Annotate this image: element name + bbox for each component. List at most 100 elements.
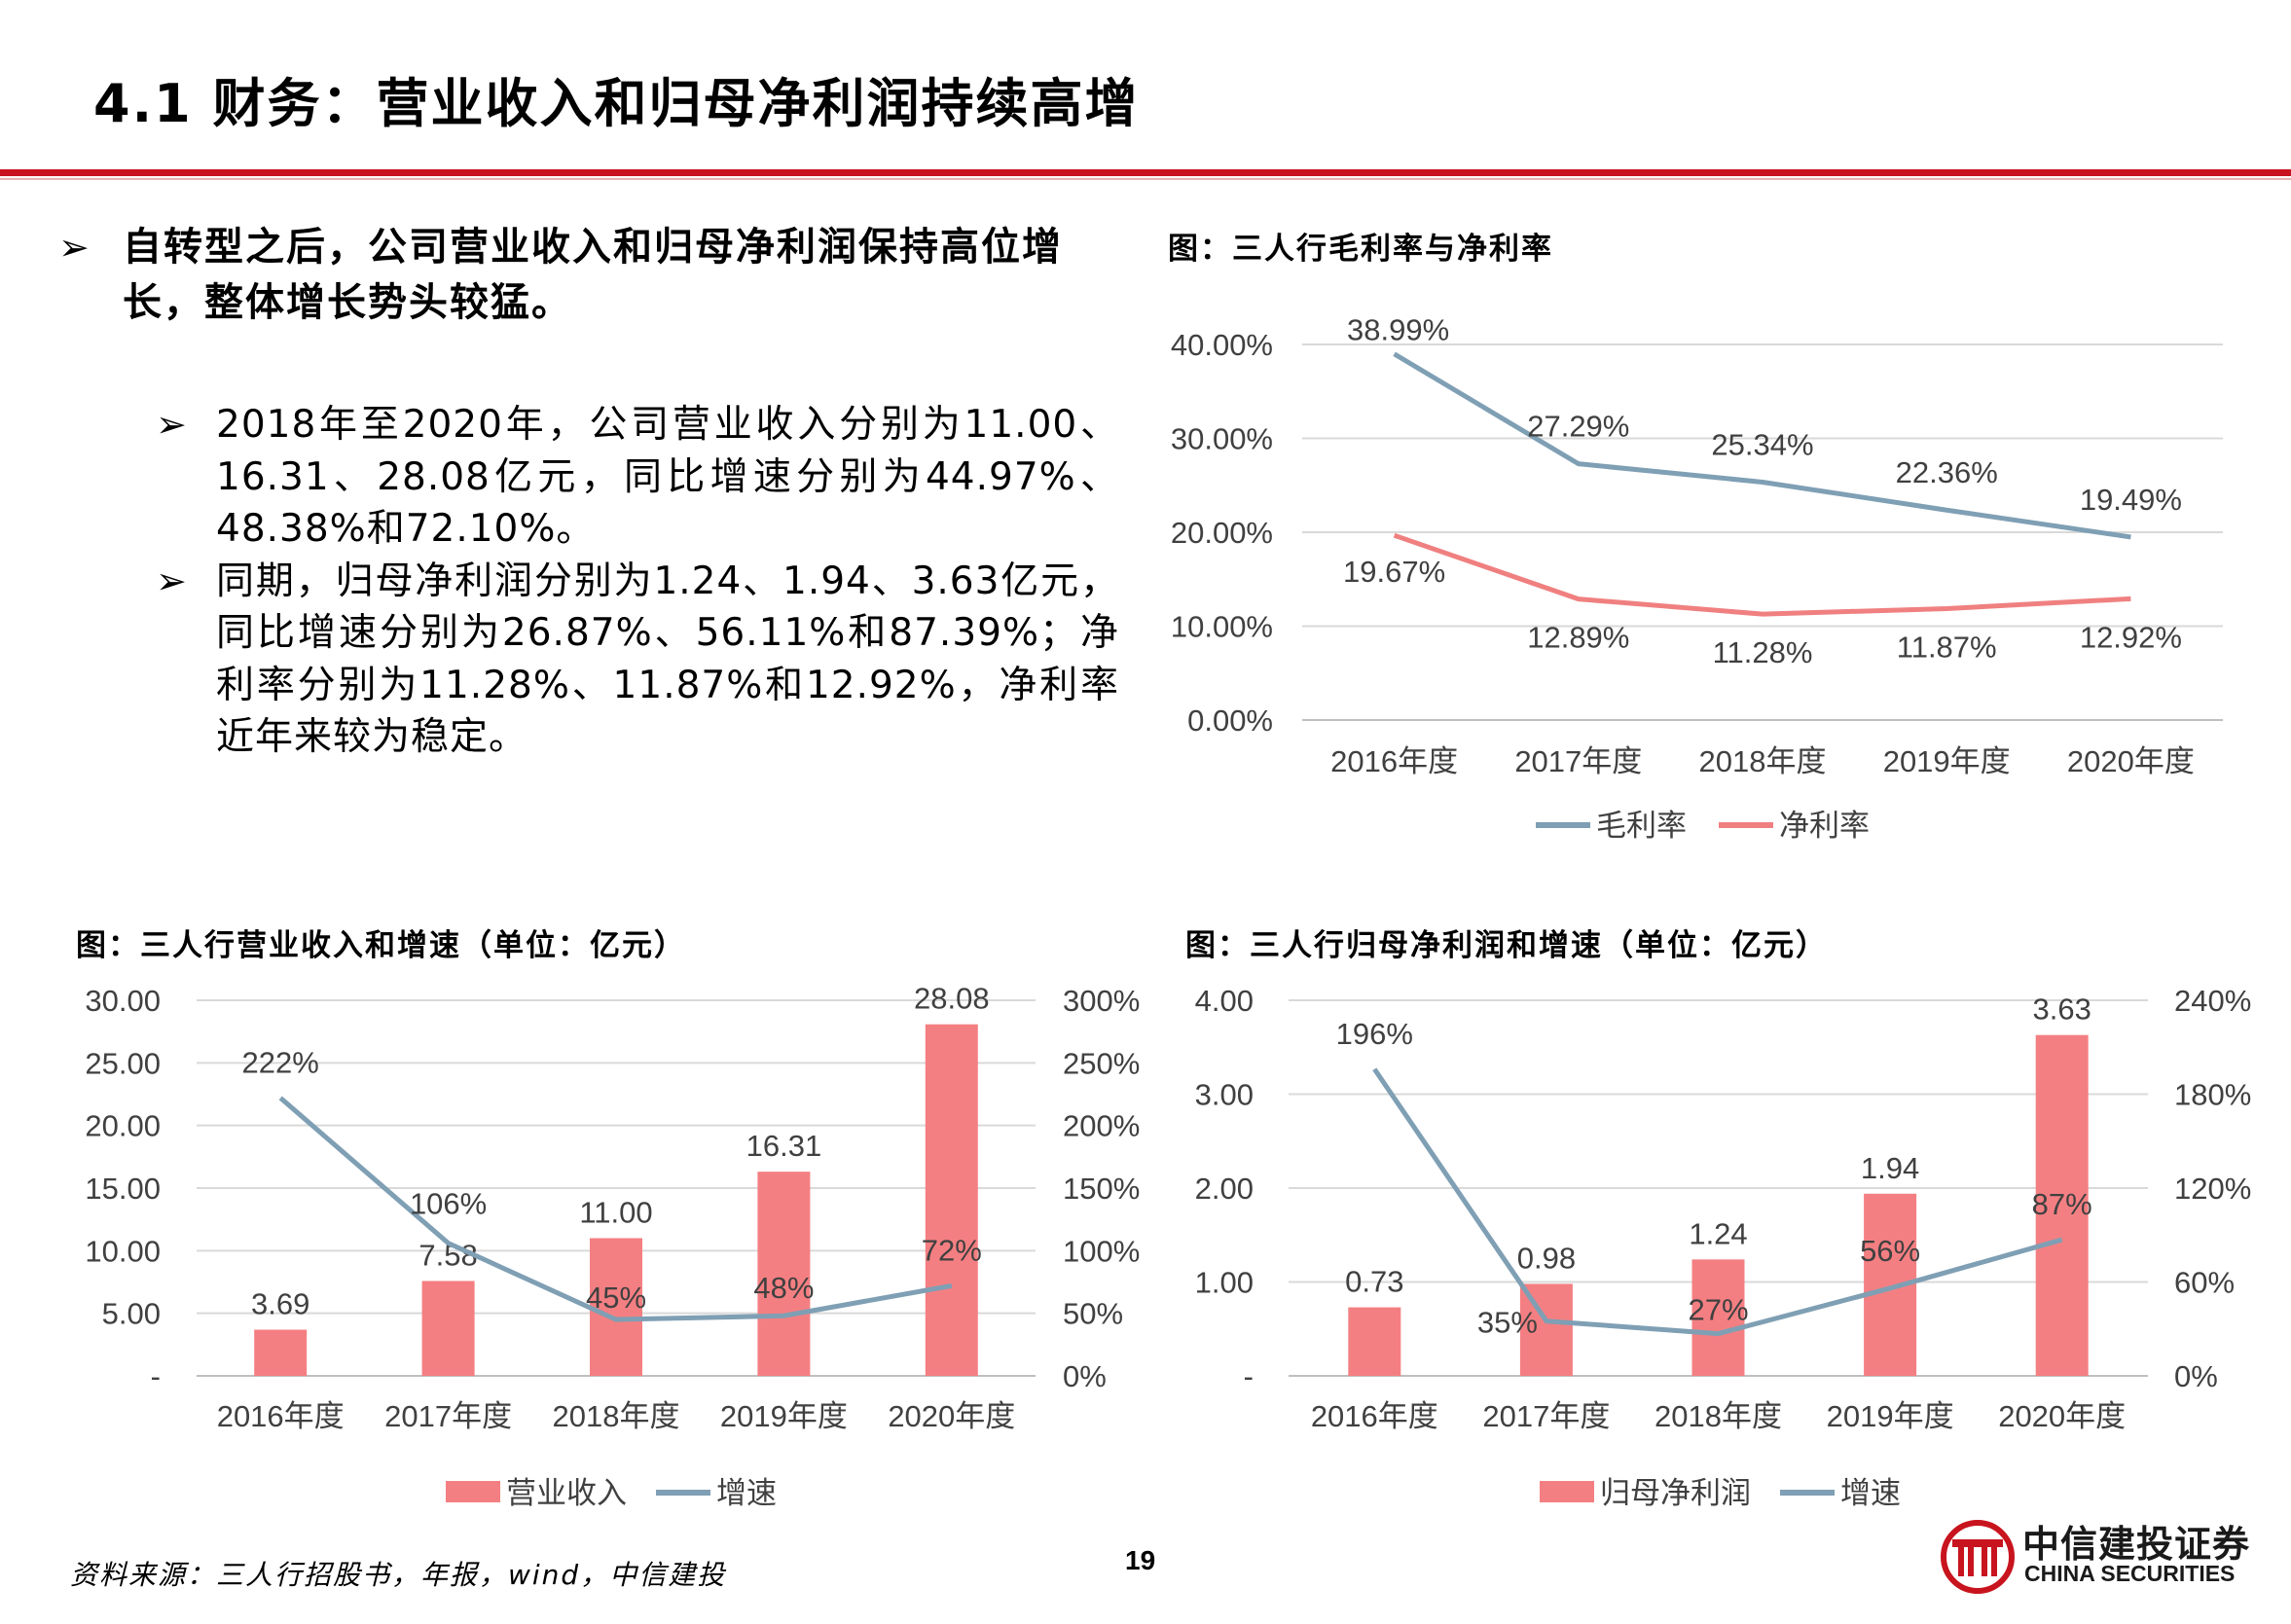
growth-data-label: 106% [410,1187,487,1221]
y-tick-label: 30.00 [85,984,161,1018]
data-label: 25.34% [1711,427,1813,461]
arrow-bullet-icon: ➢ [58,226,91,269]
bar [1348,1307,1401,1376]
x-tick-label: 2019年度 [720,1399,848,1433]
bullet-main-text: 自转型之后，公司营业收入和归母净利润保持高位增长，整体增长势头较猛。 [123,225,1063,325]
x-tick-label: 2019年度 [1883,744,2011,778]
y-tick-label: 40.00% [1171,328,1273,362]
series-line-gross-margin [1393,351,2131,540]
growth-data-label: 87% [2032,1187,2092,1221]
y-tick-label: 25.00 [85,1046,161,1080]
x-tick-label: 2016年度 [1330,744,1458,778]
y2-tick-label: 200% [1063,1109,1140,1143]
y-tick-label: - [151,1359,161,1393]
x-tick-label: 2020年度 [1998,1399,2126,1433]
x-tick-label: 2017年度 [1514,744,1642,778]
bar-data-label: 0.73 [1345,1265,1403,1299]
data-label: 38.99% [1347,313,1449,347]
bar [925,1024,978,1376]
title-divider [0,169,2291,176]
x-tick-label: 2018年度 [1655,1399,1782,1433]
logo-name-cn: 中信建投证券 [2022,1523,2251,1566]
y2-tick-label: 0% [1063,1359,1107,1393]
y-tick-label: 20.00% [1171,516,1273,550]
bar [1691,1259,1745,1376]
bar-data-label: 1.94 [1861,1151,1919,1185]
y-tick-label: 30.00% [1171,422,1273,456]
growth-data-label: 35% [1477,1306,1538,1340]
x-tick-label: 2019年度 [1827,1399,1954,1433]
x-tick-label: 2018年度 [1699,744,1827,778]
y-tick-label: 10.00 [85,1234,161,1268]
y2-tick-label: 180% [2174,1078,2251,1112]
y2-tick-label: 60% [2174,1266,2235,1300]
logo-emblem-icon [1941,1520,2015,1594]
series-line-net-margin [1393,532,2131,617]
bar-data-label: 11.00 [579,1195,652,1229]
source-note: 资料来源：三人行招股书，年报，wind，中信建投 [70,1559,727,1591]
legend-label: 毛利率 [1596,809,1687,843]
y2-tick-label: 0% [2174,1359,2218,1393]
y-tick-label: 2.00 [1195,1172,1254,1206]
growth-data-label: 196% [1336,1017,1413,1051]
legend-label: 营业收入 [506,1476,627,1510]
sub-bullets: ➢ 2018年至2020年，公司营业收入分别为11.00、16.31、28.08… [156,399,1119,764]
data-label: 27.29% [1527,410,1629,444]
x-tick-label: 2016年度 [1311,1399,1438,1433]
bar-data-label: 3.69 [251,1287,309,1321]
chart-title-margin: 图：三人行毛利率与净利率 [1168,232,1553,267]
bar [2035,1034,2089,1376]
growth-line [1372,1067,2063,1337]
page-number: 19 [1125,1545,1156,1575]
data-label: 22.36% [1896,455,1998,489]
growth-line [278,1096,953,1322]
bar-data-label: 16.31 [746,1129,822,1163]
legend-label: 增速 [1840,1476,1901,1510]
bullet-sub-2-text: 同期，归母净利润分别为1.24、1.94、3.63亿元，同比增速分别为26.87… [216,559,1119,760]
growth-data-label: 222% [242,1045,319,1079]
bar-data-label: 28.08 [914,982,990,1016]
y-tick-label: 20.00 [85,1109,161,1143]
bar-data-label: 3.63 [2033,992,2091,1027]
growth-data-label: 56% [1860,1234,1920,1268]
y2-tick-label: 240% [2174,984,2251,1018]
page-title: 4.1 财务：营业收入和归母净利润持续高增 [93,73,1140,134]
bar [757,1172,811,1376]
bar-data-label: 0.98 [1517,1241,1576,1275]
data-label: 11.87% [1897,630,1997,664]
x-tick-label: 2020年度 [888,1399,1015,1433]
y2-tick-label: 50% [1063,1297,1123,1331]
legend-label: 净利率 [1779,809,1870,843]
y-tick-label: 10.00% [1171,610,1273,644]
y2-tick-label: 300% [1063,984,1140,1018]
legend-swatch-bar [446,1481,500,1502]
bar [254,1329,308,1376]
bullet-sub-1: ➢ 2018年至2020年，公司营业收入分别为11.00、16.31、28.08… [156,399,1119,556]
bullet-main: ➢ 自转型之后，公司营业收入和归母净利润保持高位增长，整体增长势头较猛。 [58,220,1119,331]
arrow-bullet-icon: ➢ [156,403,188,446]
y-tick-label: 1.00 [1195,1266,1254,1300]
data-label: 19.49% [2080,483,2182,517]
y-tick-label: - [1244,1359,1254,1393]
y-tick-label: 3.00 [1195,1078,1254,1112]
bar [421,1281,475,1376]
title-divider-shadow [0,178,2291,180]
data-label: 19.67% [1343,555,1445,589]
y2-tick-label: 120% [2174,1172,2251,1206]
x-tick-label: 2017年度 [1482,1399,1610,1433]
y-tick-label: 4.00 [1195,984,1254,1018]
data-label: 12.89% [1527,621,1629,655]
x-tick-label: 2017年度 [384,1399,512,1433]
x-tick-label: 2020年度 [2067,744,2195,778]
chart-title-profit: 图：三人行归母净利润和增速（单位：亿元） [1185,928,1828,963]
y-tick-label: 0.00% [1187,704,1273,738]
arrow-bullet-icon: ➢ [156,559,188,602]
bar-data-label: 1.24 [1689,1216,1747,1250]
y2-tick-label: 100% [1063,1234,1140,1268]
text-bullets: ➢ 自转型之后，公司营业收入和归母净利润保持高位增长，整体增长势头较猛。 ➢ 2… [58,220,1119,764]
chart-title-revenue: 图：三人行营业收入和增速（单位：亿元） [76,928,686,963]
company-logo: 中信建投证券 CHINA SECURITIES [1939,1514,2260,1596]
bullet-sub-2: ➢ 同期，归母净利润分别为1.24、1.94、3.63亿元，同比增速分别为26.… [156,556,1119,764]
growth-data-label: 48% [753,1271,814,1305]
